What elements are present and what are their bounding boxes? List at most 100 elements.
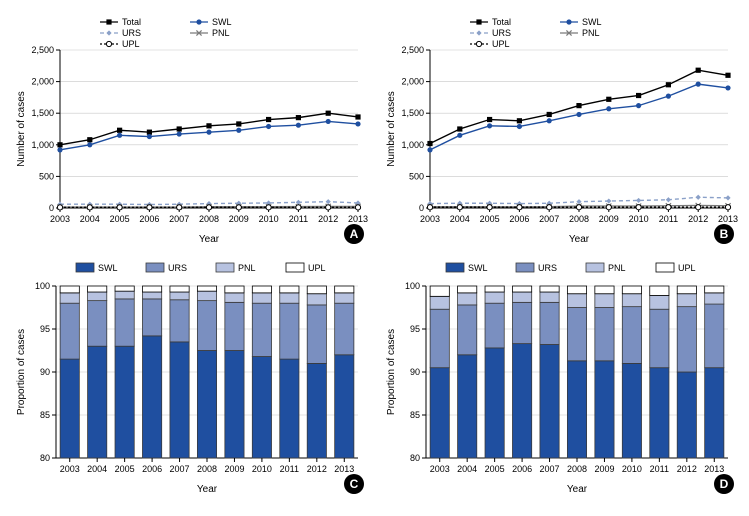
svg-text:Proportion of cases: Proportion of cases — [386, 329, 397, 415]
svg-text:2010: 2010 — [252, 464, 272, 474]
svg-text:2003: 2003 — [430, 464, 450, 474]
svg-text:1,500: 1,500 — [401, 108, 424, 118]
svg-text:2003: 2003 — [60, 464, 80, 474]
svg-text:2013: 2013 — [348, 214, 368, 224]
svg-text:UPL: UPL — [122, 39, 140, 49]
svg-text:2,500: 2,500 — [31, 45, 54, 55]
line-chart-a: 05001,0001,5002,0002,5002003200420052006… — [10, 10, 370, 250]
svg-text:2013: 2013 — [704, 464, 724, 474]
panel-d: 8085909510020032004200520062007200820092… — [380, 260, 740, 500]
svg-text:URS: URS — [168, 263, 187, 273]
svg-text:2013: 2013 — [718, 214, 738, 224]
svg-text:D: D — [720, 477, 729, 491]
svg-text:0: 0 — [49, 203, 54, 213]
svg-text:Year: Year — [199, 234, 220, 245]
svg-text:2010: 2010 — [629, 214, 649, 224]
svg-text:Total: Total — [122, 17, 141, 27]
svg-text:2009: 2009 — [229, 214, 249, 224]
svg-text:2006: 2006 — [509, 214, 529, 224]
svg-text:85: 85 — [410, 410, 420, 420]
svg-text:95: 95 — [410, 324, 420, 334]
svg-text:Number of cases: Number of cases — [386, 91, 397, 167]
svg-text:2003: 2003 — [50, 214, 70, 224]
svg-text:2006: 2006 — [512, 464, 532, 474]
svg-text:2004: 2004 — [450, 214, 470, 224]
svg-text:Year: Year — [569, 234, 590, 245]
svg-text:2004: 2004 — [87, 464, 107, 474]
svg-text:2004: 2004 — [457, 464, 477, 474]
svg-text:PNL: PNL — [212, 28, 230, 38]
svg-text:90: 90 — [40, 367, 50, 377]
svg-text:PNL: PNL — [582, 28, 600, 38]
svg-text:80: 80 — [40, 453, 50, 463]
svg-text:2008: 2008 — [197, 464, 217, 474]
svg-text:SWL: SWL — [468, 263, 488, 273]
bar-chart-c: 80 85 90 95 100 2003 2004 2005 2006 2007 2008 2009 2… — [10, 260, 370, 500]
svg-text:2,000: 2,000 — [31, 77, 54, 87]
svg-text:2,000: 2,000 — [401, 77, 424, 87]
svg-text:0: 0 — [419, 203, 424, 213]
svg-text:2004: 2004 — [80, 214, 100, 224]
panel-b: 05001,0001,5002,0002,5002003200420052006… — [380, 10, 740, 250]
svg-text:2009: 2009 — [224, 464, 244, 474]
svg-text:100: 100 — [405, 281, 420, 291]
svg-text:500: 500 — [409, 171, 424, 181]
svg-text:2009: 2009 — [599, 214, 619, 224]
line-chart-b: 05001,0001,5002,0002,5002003200420052006… — [380, 10, 740, 250]
svg-text:2003: 2003 — [420, 214, 440, 224]
svg-text:2012: 2012 — [318, 214, 338, 224]
bar-chart-d: 8085909510020032004200520062007200820092… — [380, 260, 740, 500]
svg-text:85: 85 — [40, 410, 50, 420]
svg-text:2011: 2011 — [659, 214, 678, 224]
svg-text:2007: 2007 — [539, 214, 559, 224]
svg-text:Total: Total — [492, 17, 511, 27]
svg-text:2007: 2007 — [540, 464, 560, 474]
svg-text:2008: 2008 — [199, 214, 219, 224]
svg-text:Year: Year — [197, 484, 218, 495]
svg-text:SWL: SWL — [212, 17, 232, 27]
svg-text:PNL: PNL — [608, 263, 626, 273]
svg-text:B: B — [720, 227, 729, 241]
svg-text:2012: 2012 — [307, 464, 327, 474]
svg-text:2007: 2007 — [170, 464, 190, 474]
svg-text:2011: 2011 — [650, 464, 669, 474]
svg-text:95: 95 — [40, 324, 50, 334]
svg-text:2011: 2011 — [289, 214, 308, 224]
svg-text:SWL: SWL — [98, 263, 118, 273]
svg-text:UPL: UPL — [308, 263, 326, 273]
svg-text:C: C — [350, 477, 359, 491]
svg-text:2005: 2005 — [110, 214, 130, 224]
svg-text:90: 90 — [410, 367, 420, 377]
svg-text:2005: 2005 — [480, 214, 500, 224]
svg-text:2010: 2010 — [259, 214, 279, 224]
svg-text:2011: 2011 — [280, 464, 299, 474]
svg-text:2009: 2009 — [594, 464, 614, 474]
svg-text:2012: 2012 — [677, 464, 697, 474]
svg-text:PNL: PNL — [238, 263, 256, 273]
svg-text:500: 500 — [39, 171, 54, 181]
svg-text:Year: Year — [567, 484, 588, 495]
panel-a: 05001,0001,5002,0002,5002003200420052006… — [10, 10, 370, 250]
svg-text:2,500: 2,500 — [401, 45, 424, 55]
svg-text:2005: 2005 — [115, 464, 135, 474]
chart-grid: 05001,0001,5002,0002,5002003200420052006… — [10, 10, 739, 500]
svg-text:2012: 2012 — [688, 214, 708, 224]
svg-text:2006: 2006 — [142, 464, 162, 474]
svg-text:2008: 2008 — [567, 464, 587, 474]
svg-text:SWL: SWL — [582, 17, 602, 27]
svg-text:1,500: 1,500 — [31, 108, 54, 118]
panel-c: 80 85 90 95 100 2003 2004 2005 2006 2007 2008 2009 2… — [10, 260, 370, 500]
svg-text:2008: 2008 — [569, 214, 589, 224]
svg-text:URS: URS — [538, 263, 557, 273]
svg-text:URS: URS — [492, 28, 511, 38]
svg-text:Number of cases: Number of cases — [16, 91, 27, 167]
svg-text:A: A — [350, 227, 359, 241]
svg-text:2013: 2013 — [334, 464, 354, 474]
svg-text:URS: URS — [122, 28, 141, 38]
svg-text:UPL: UPL — [492, 39, 510, 49]
svg-text:100: 100 — [35, 281, 50, 291]
svg-text:2006: 2006 — [139, 214, 159, 224]
svg-text:2005: 2005 — [485, 464, 505, 474]
svg-text:Proportion of cases: Proportion of cases — [16, 329, 27, 415]
svg-text:2007: 2007 — [169, 214, 189, 224]
